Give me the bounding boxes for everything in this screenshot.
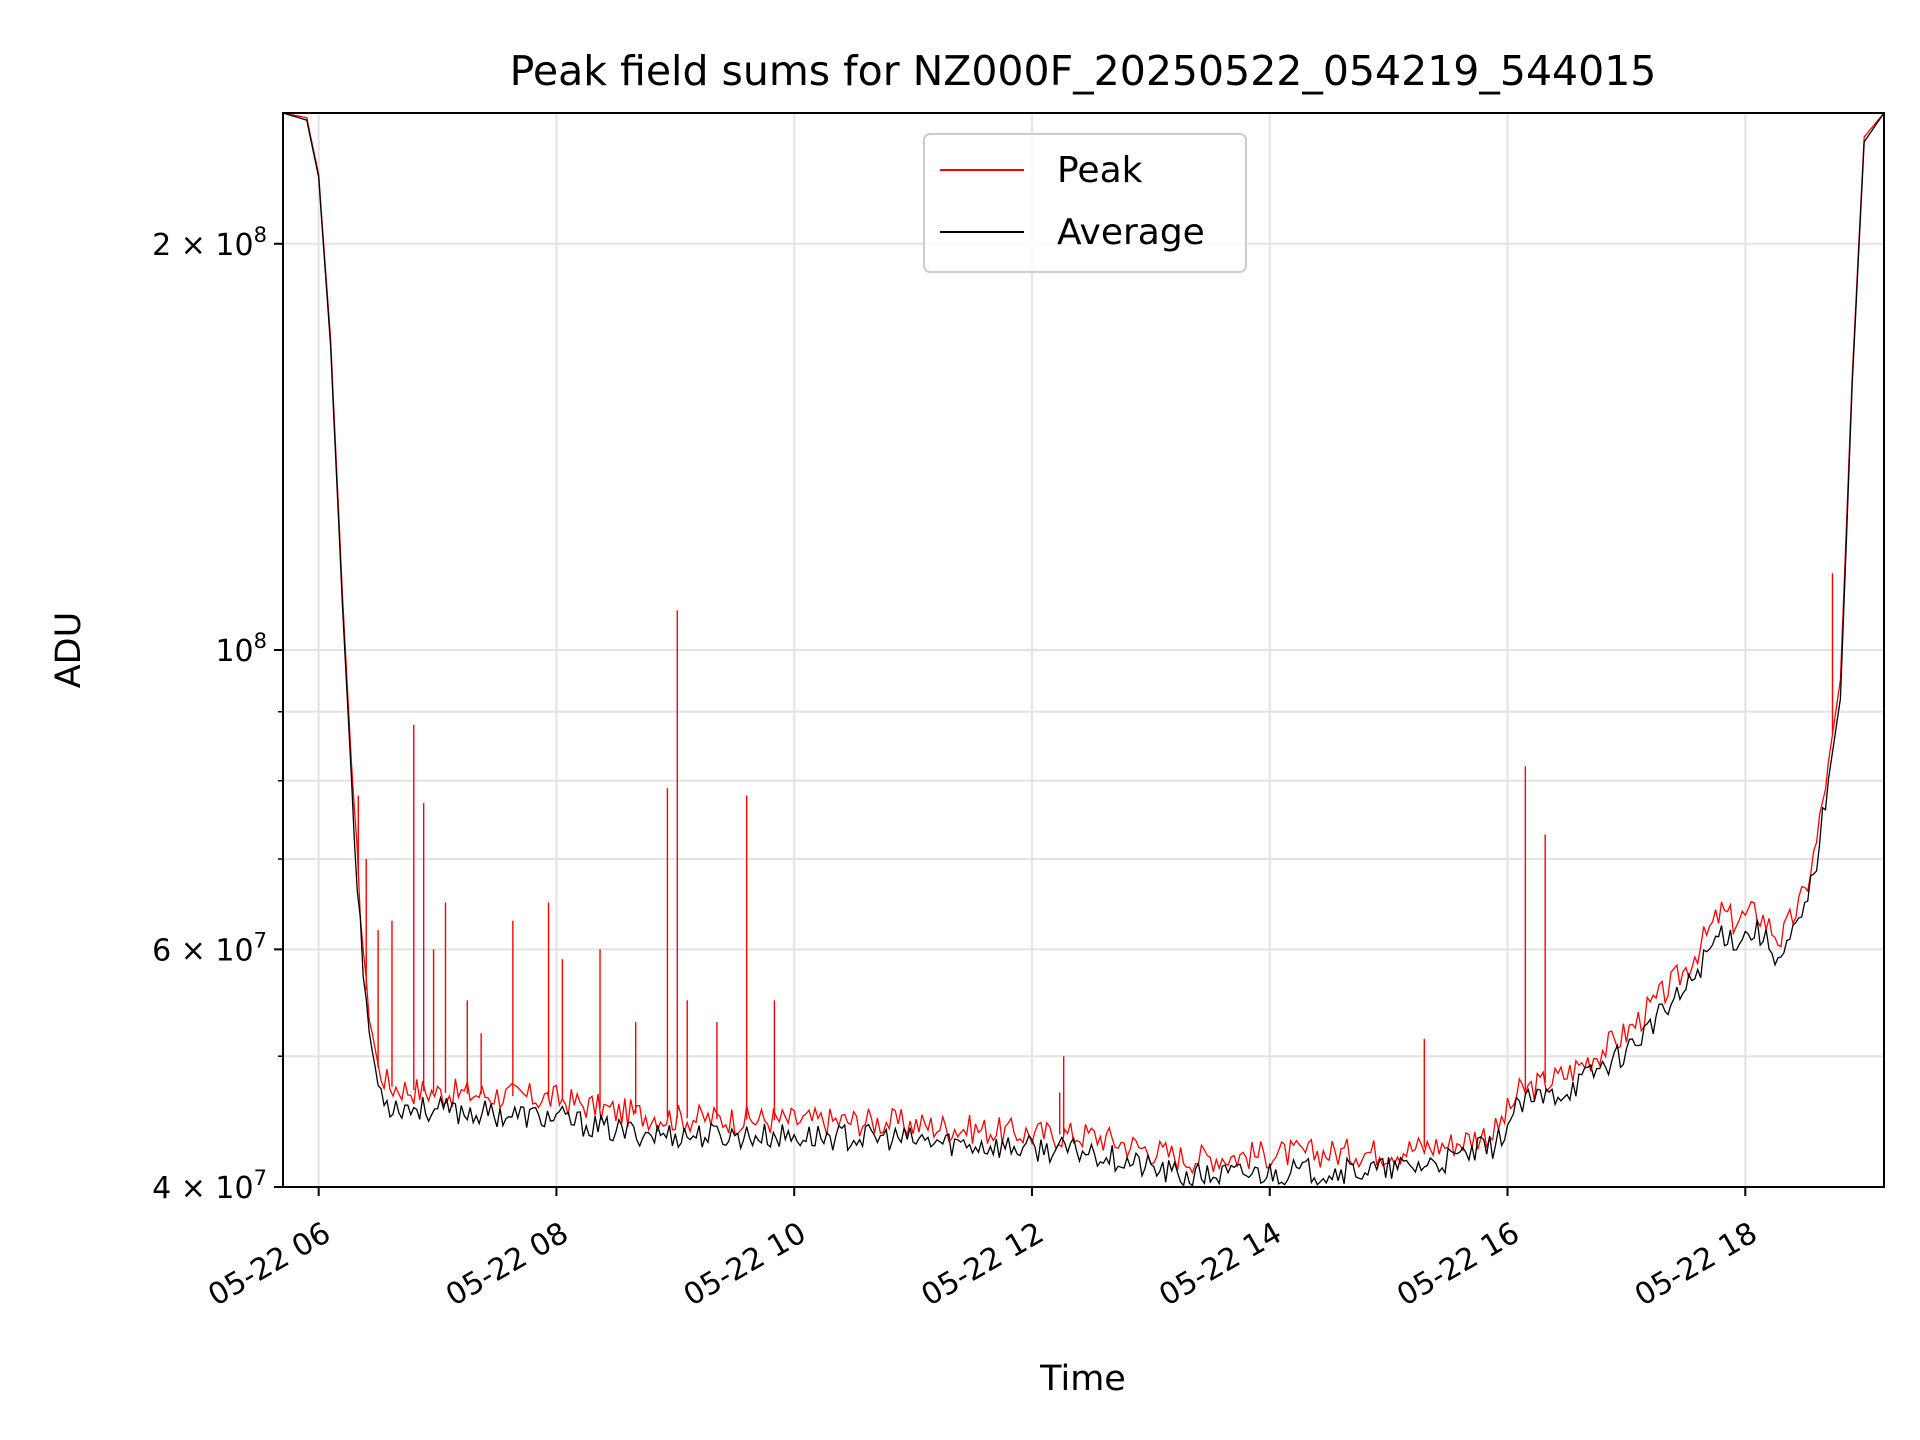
legend-label-peak: Peak — [1057, 150, 1143, 191]
y-tick-label: 6 × 107 — [152, 928, 267, 968]
legend: Peak Average — [923, 133, 1247, 273]
y-axis-label: ADU — [49, 612, 89, 689]
y-tick-label: 2 × 108 — [152, 223, 267, 263]
x-axis-label: Time — [1039, 1359, 1126, 1399]
chart-title: Peak field sums for NZ000F_20250522_0542… — [510, 47, 1657, 95]
legend-box — [923, 133, 1247, 273]
y-tick-label: 108 — [215, 629, 267, 669]
legend-label-average: Average — [1057, 212, 1205, 253]
series-line-average — [283, 113, 1884, 1187]
y-tick-label: 4 × 107 — [152, 1166, 267, 1206]
plot-area — [283, 113, 1884, 1187]
